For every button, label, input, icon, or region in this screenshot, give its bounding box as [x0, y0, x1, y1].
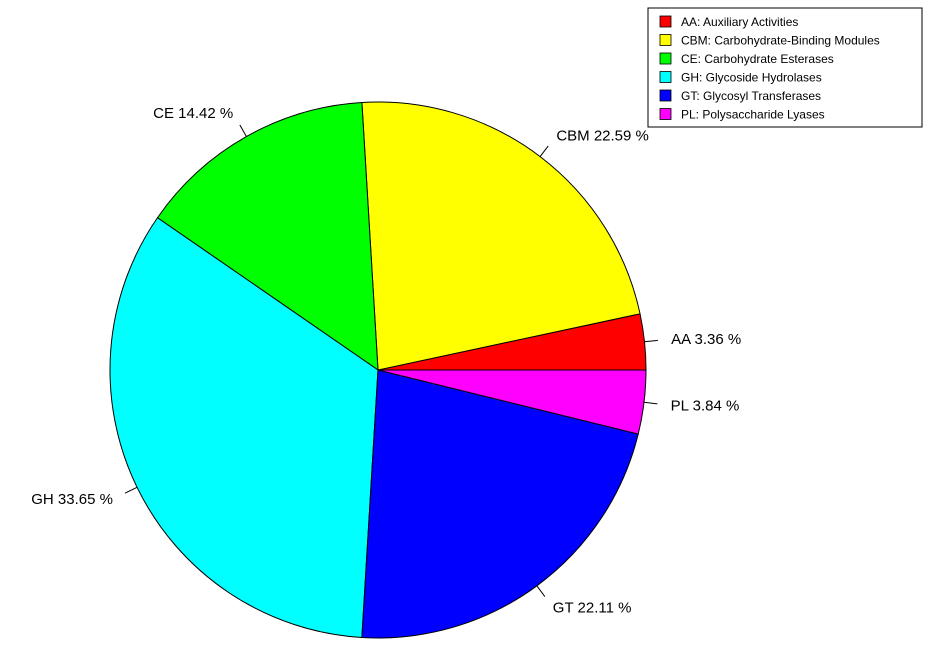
legend-swatch-pl [659, 108, 672, 120]
leader-cbm [539, 145, 549, 157]
slice-labels: AA 3.36 % CBM 22.59 % CE 14.42 % GH 33.65 %… [31, 105, 741, 616]
legend-box [647, 7, 923, 128]
pie-slices [109, 101, 647, 639]
legend-swatch-cbm [659, 34, 672, 46]
legend-label-gt: GT: Glycosyl Transferases [681, 89, 821, 103]
slice-label-cbm: CBM 22.59 % [556, 127, 649, 144]
legend-label-gh: GH: Glycoside Hydrolases [681, 71, 822, 85]
legend-label-pl: PL: Polysaccharide Lyases [681, 108, 825, 122]
legend-label-ce: CE: Carbohydrate Esterases [681, 52, 834, 66]
leader-gh [124, 486, 138, 494]
leader-aa [644, 339, 658, 343]
slice-label-gh: GH 33.65 % [31, 491, 113, 508]
legend-label-cbm: CBM: Carbohydrate-Binding Modules [681, 34, 880, 48]
legend-swatch-gt [659, 89, 672, 102]
legend: AA: Auxiliary Activities CBM: Carbohydrat… [647, 7, 923, 128]
leader-gt [536, 585, 546, 597]
slice-label-pl: PL 3.84 % [671, 397, 740, 414]
legend-label-aa: AA: Auxiliary Activities [681, 15, 798, 29]
pie-slice-pl [377, 369, 647, 435]
pie-slice-cbm [361, 101, 641, 371]
slice-label-gt: GT 22.11 % [553, 599, 632, 616]
leader-ce [239, 124, 247, 137]
slice-label-aa: AA 3.36 % [671, 331, 741, 348]
slice-label-ce: CE 14.42 % [153, 105, 233, 122]
label-leaders [124, 124, 658, 597]
leader-pl [643, 401, 658, 405]
legend-swatch-aa [659, 15, 672, 28]
legend-swatch-gh [659, 71, 672, 83]
legend-swatch-ce [659, 52, 672, 65]
